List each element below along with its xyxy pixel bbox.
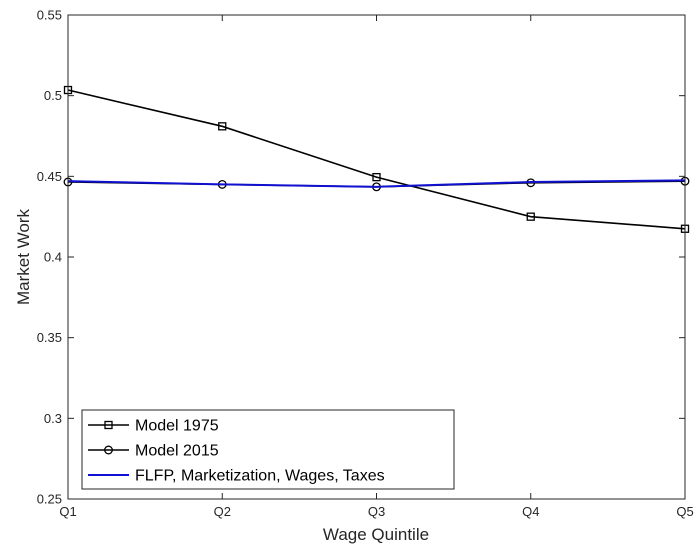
x-axis-label: Wage Quintile bbox=[323, 525, 429, 544]
legend-label: Model 2015 bbox=[135, 443, 219, 460]
y-tick-label: 0.3 bbox=[44, 411, 62, 426]
series-line bbox=[67, 179, 686, 188]
x-tick-label: Q3 bbox=[368, 504, 385, 519]
x-tick-label: Q1 bbox=[59, 504, 76, 519]
square-marker bbox=[526, 212, 535, 221]
plot-frame bbox=[67, 14, 686, 500]
square-marker bbox=[372, 172, 381, 182]
y-tick-label: 0.5 bbox=[44, 88, 62, 103]
legend-label: FLFP, Marketization, Wages, Taxes bbox=[135, 468, 385, 485]
series-3 bbox=[67, 179, 686, 188]
square-marker bbox=[104, 420, 113, 430]
y-tick-label: 0.55 bbox=[37, 8, 62, 23]
y-tick-label: 0.45 bbox=[37, 169, 62, 184]
circle-marker bbox=[104, 445, 113, 455]
legend-box bbox=[81, 409, 455, 490]
x-tick-label: Q5 bbox=[676, 504, 693, 519]
x-tick-label: Q2 bbox=[214, 504, 231, 519]
legend-item: Model 1975 bbox=[88, 418, 219, 435]
series-group bbox=[63, 85, 690, 233]
square-marker bbox=[218, 122, 227, 131]
y-tick-label: 0.4 bbox=[44, 250, 62, 265]
x-tick-label: Q4 bbox=[522, 504, 539, 519]
legend-item: FLFP, Marketization, Wages, Taxes bbox=[88, 468, 385, 485]
legend-label: Model 1975 bbox=[135, 418, 219, 435]
legend-item: Model 2015 bbox=[88, 443, 219, 460]
series-1 bbox=[63, 85, 690, 233]
y-axis-label: Market Work bbox=[14, 208, 33, 305]
legend: Model 1975 Model 2015 FLFP, Marketization,… bbox=[81, 409, 455, 490]
y-tick-label: 0.25 bbox=[37, 492, 62, 507]
series-line bbox=[67, 89, 686, 230]
y-tick-label: 0.35 bbox=[37, 330, 62, 345]
